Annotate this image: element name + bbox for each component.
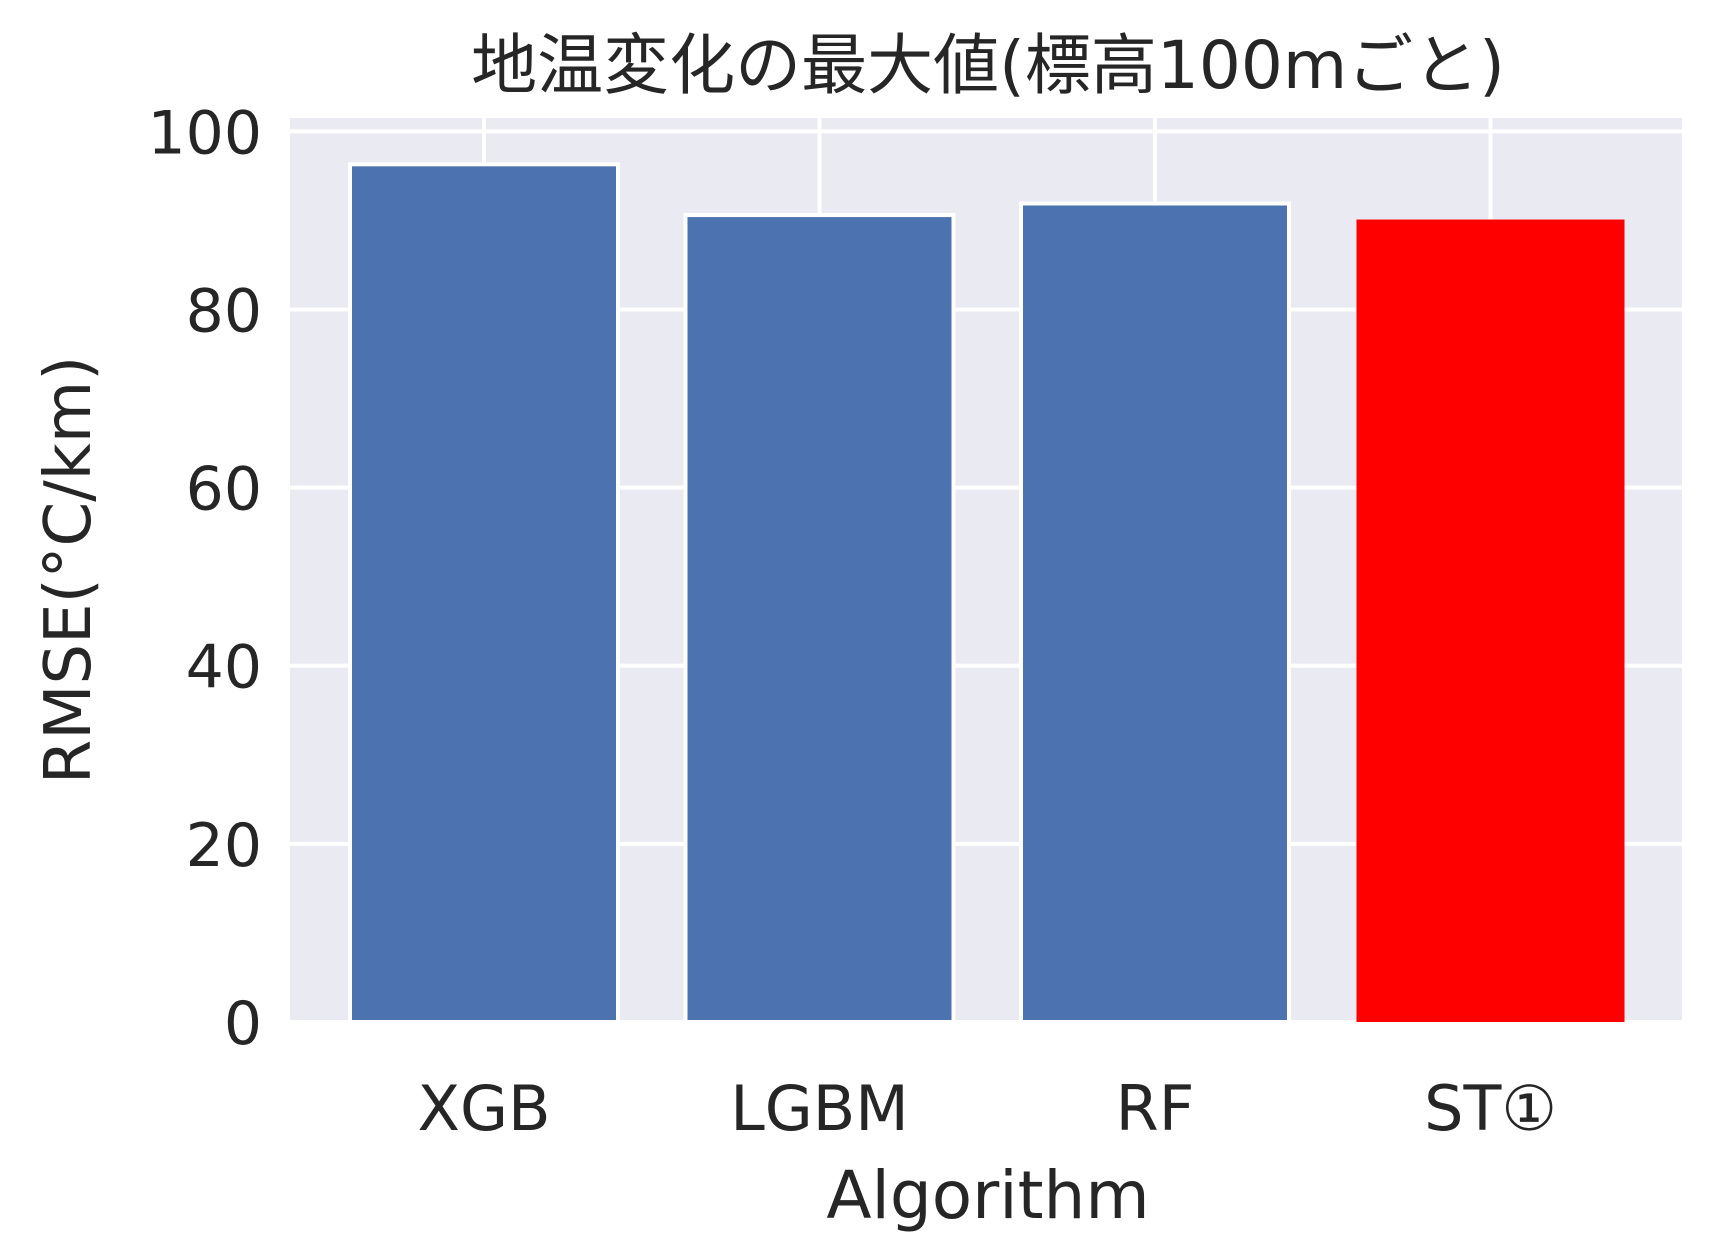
x-tick-label-3: ST①	[1424, 1072, 1557, 1145]
y-tick-label-0: 0	[224, 989, 262, 1059]
x-tick-label-2: RF	[1116, 1072, 1195, 1145]
x-tick-labels: XGB LGBM RF ST①	[417, 1072, 1556, 1145]
y-tick-label-100: 100	[147, 98, 262, 168]
y-tick-label-40: 40	[186, 633, 262, 703]
bars	[348, 162, 1625, 1025]
bar-ST①	[1356, 219, 1625, 1022]
y-tick-label-60: 60	[186, 455, 262, 525]
y-axis-label: RMSE(°C/km)	[32, 356, 106, 784]
bar-RF	[1019, 201, 1291, 1025]
x-axis-label: Algorithm	[826, 1157, 1149, 1234]
bar-LGBM	[683, 213, 956, 1025]
y-tick-label-20: 20	[186, 811, 262, 881]
x-tick-label-0: XGB	[417, 1072, 550, 1145]
x-tick-label-1: LGBM	[730, 1072, 909, 1145]
chart-title: 地温変化の最大値(標高100mごと)	[471, 27, 1505, 104]
bar-XGB	[348, 162, 620, 1024]
y-tick-labels: 0 20 40 60 80 100	[147, 98, 262, 1059]
y-tick-label-80: 80	[186, 276, 262, 346]
